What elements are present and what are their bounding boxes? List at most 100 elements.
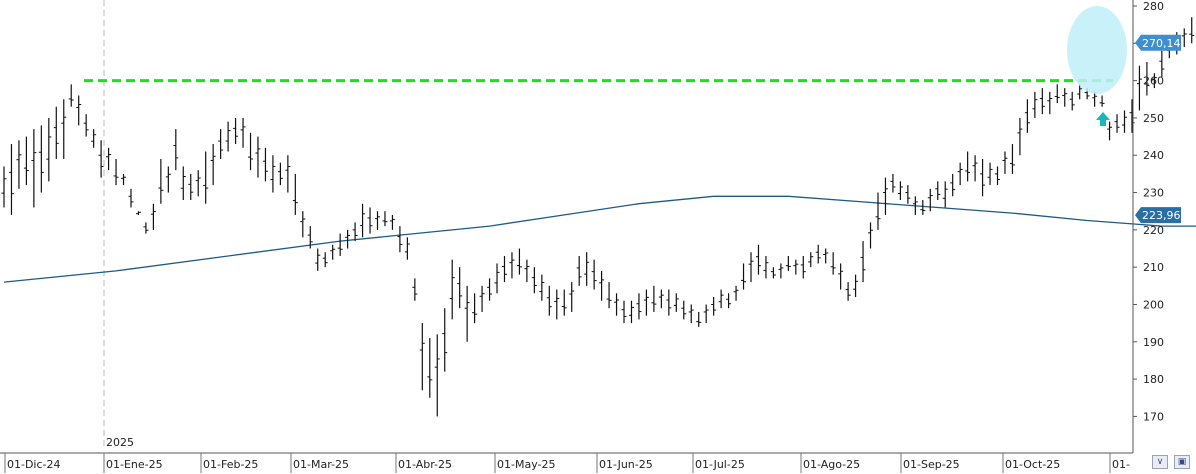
moving-average-line [3, 195, 1196, 283]
ohlc-bar [965, 151, 971, 182]
scroll-down-button[interactable]: ∨ [1152, 455, 1168, 469]
ohlc-bar [748, 252, 754, 283]
ohlc-bar [412, 278, 418, 301]
ohlc-bar [233, 117, 239, 145]
ohlc-bar [419, 323, 425, 391]
ohlc-bar [785, 255, 791, 271]
ohlc-bar [404, 237, 410, 260]
ohlc-bar [681, 300, 687, 320]
ohlc-bar [808, 252, 814, 268]
y-tick-label: 230 [1143, 187, 1164, 200]
ohlc-bar [173, 129, 179, 171]
save-button[interactable]: ▣ [1174, 455, 1190, 469]
ohlc-bar [158, 158, 164, 204]
ohlc-bar [38, 125, 44, 193]
ohlc-bar [195, 170, 201, 197]
ohlc-bar [1017, 117, 1023, 156]
y-tick-label: 250 [1143, 112, 1164, 125]
x-tick-label: 01-Ene-25 [106, 458, 163, 471]
ohlc-bar [591, 259, 597, 290]
ohlc-bar [987, 162, 993, 186]
ohlc-bar [554, 289, 560, 320]
ohlc-bar [778, 263, 784, 279]
ohlc-bar [128, 188, 134, 208]
ohlc-bar [135, 211, 141, 215]
x-tick-label: 01-Sep-25 [903, 458, 960, 471]
ohlc-bar [860, 241, 866, 283]
ohlc-bar [248, 132, 254, 171]
ohlc-bar [1159, 50, 1165, 77]
x-tick-label: 01-Feb-25 [203, 458, 258, 471]
last-price-badge-shape [1135, 34, 1181, 51]
ohlc-bar [240, 117, 246, 148]
ohlc-bar [1039, 88, 1045, 115]
ohlc-bar [853, 274, 859, 298]
ohlc-bar [360, 203, 366, 238]
year-label: 2025 [106, 436, 134, 449]
save-icon: ▣ [1177, 457, 1187, 467]
ohlc-bar [68, 84, 74, 107]
ohlc-bar [31, 129, 37, 208]
ohlc-bar [397, 226, 403, 253]
ohlc-bar [165, 166, 171, 193]
ohlc-bar [375, 211, 380, 230]
ohlc-bar [143, 222, 149, 234]
ohlc-bar [980, 158, 986, 197]
ohlc-bar [270, 155, 276, 193]
y-tick-label: 220 [1143, 224, 1164, 237]
ohlc-bar [516, 248, 522, 275]
ohlc-bar [1047, 91, 1053, 115]
ohlc-bar [770, 267, 776, 279]
ohlc-bar [23, 136, 29, 186]
ohlc-bar [479, 285, 485, 312]
ohlc-bar [46, 117, 52, 182]
ohlc-bar [61, 99, 67, 159]
ohlc-bar [972, 155, 978, 182]
ohlc-bar [262, 147, 268, 182]
x-tick-label: 01-Jul-25 [695, 458, 745, 471]
ohlc-bar [1099, 95, 1105, 107]
ohlc-bars [1, 17, 1195, 417]
ohlc-bar [1032, 91, 1038, 118]
ohlc-bar [1024, 99, 1030, 133]
x-tick-label: 01-Dic-24 [7, 458, 61, 471]
ohlc-bar [53, 106, 59, 159]
ohlc-bar [897, 181, 903, 201]
last-price-badge-text: 270,14 [1142, 37, 1181, 50]
ohlc-bar [76, 95, 82, 126]
ohlc-bar [1151, 73, 1157, 89]
ohlc-bar [1069, 91, 1075, 111]
moving-average-badge: 223,96 [1135, 207, 1181, 224]
ohlc-bar [875, 192, 881, 230]
ohlc-bar [576, 255, 582, 286]
ohlc-bar [561, 289, 567, 316]
ohlc-bar [524, 259, 530, 283]
ohlc-bar [322, 252, 328, 268]
ohlc-bar [367, 207, 373, 234]
x-tick-label: 01-Abr-25 [398, 458, 452, 471]
ohlc-bar [434, 334, 440, 417]
x-tick-label: 01-Oct-25 [1005, 458, 1060, 471]
ohlc-bar [509, 252, 515, 279]
ohlc-bar [1107, 121, 1113, 141]
x-tick-label: 01-Jun-25 [599, 458, 653, 471]
ohlc-bar [1181, 28, 1187, 48]
ohlc-bar [703, 304, 709, 324]
highlight-layer [1067, 6, 1127, 126]
ohlc-bar [1122, 110, 1127, 133]
ohlc-bar [150, 203, 156, 230]
ohlc-bar [330, 244, 336, 260]
ohlc-bar [255, 136, 261, 178]
ohlc-bar [457, 267, 463, 309]
ohlc-bar [584, 252, 590, 286]
ohlc-bar [382, 211, 388, 227]
highlight-ellipse [1067, 6, 1127, 94]
y-tick-label: 210 [1143, 261, 1164, 274]
ohlc-bar [225, 121, 231, 152]
ohlc-bar [718, 289, 724, 309]
ohlc-bar [106, 147, 112, 171]
ohlc-bar [569, 282, 575, 312]
ohlc-bar [1002, 151, 1008, 174]
